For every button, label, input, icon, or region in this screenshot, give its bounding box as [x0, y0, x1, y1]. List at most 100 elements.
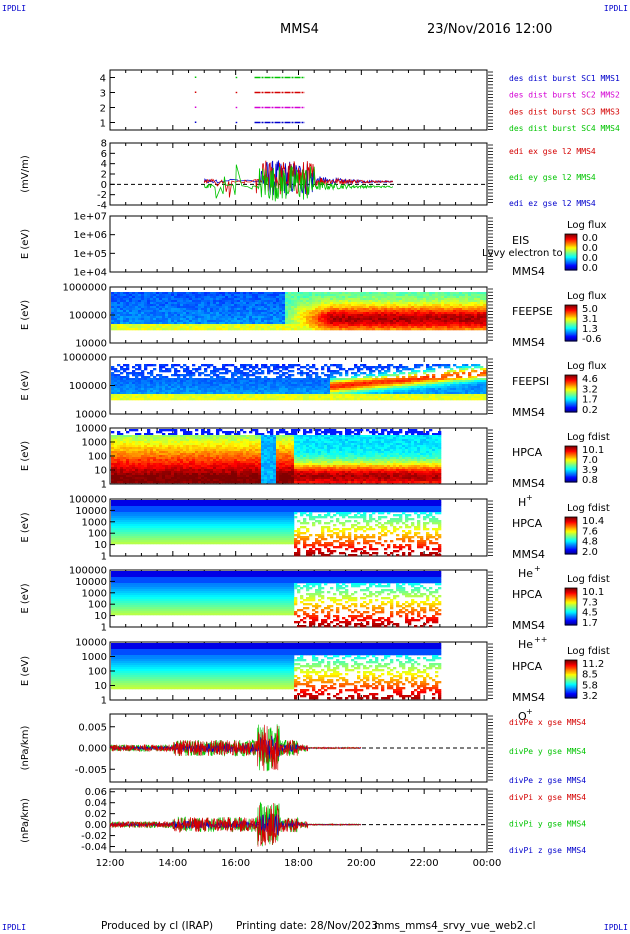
feepse-cell [246, 318, 250, 321]
feepse-cell [258, 308, 262, 311]
feepsi-cell [114, 388, 118, 391]
feepse-cell [189, 312, 193, 315]
feepse-cell [351, 314, 355, 317]
feepsi-cell [483, 392, 487, 395]
feepse-cell [363, 310, 367, 313]
feepsi-cell [189, 374, 193, 377]
feepse-cell [186, 302, 190, 305]
feepse-cell [291, 318, 295, 321]
feepsi-cell [330, 380, 334, 383]
feepsi-cell [291, 388, 295, 391]
feepse-cell [324, 322, 328, 325]
feepse-cell [423, 312, 427, 315]
feepsi-cell [231, 396, 235, 399]
feepse-cell [372, 304, 376, 307]
feepse-cell [411, 314, 415, 317]
feepse-cell [132, 298, 136, 301]
feepse-cell [402, 316, 406, 319]
feepse-cell [414, 310, 418, 313]
feepsi-cell [240, 376, 244, 379]
feepse-cell [441, 322, 445, 325]
feepse-cell [234, 306, 238, 309]
feepse-cell [246, 322, 250, 325]
feepsi-cell [348, 394, 352, 397]
feepse-colorbar-cell [565, 305, 577, 307]
feepse-cell [438, 324, 442, 327]
feepse-cell [429, 328, 433, 331]
feepsi-cell [363, 372, 367, 375]
feepse-cell [429, 304, 433, 307]
feepse-cell [180, 314, 184, 317]
feepsi-cell [384, 378, 388, 381]
feepse-cell [294, 300, 298, 303]
feepsi-cell [120, 396, 124, 399]
feepsi-cell [390, 364, 394, 367]
feepsi-cell [342, 386, 346, 389]
feepse-cell [225, 316, 229, 319]
feepse-cell [126, 306, 130, 309]
feepse-cell [426, 310, 430, 313]
feepse-cell [477, 328, 481, 331]
feepse-cell [375, 328, 379, 331]
feepsi-cell [267, 380, 271, 383]
feepse-cell [471, 322, 475, 325]
feepse-cell [429, 296, 433, 299]
feepse-cell [378, 300, 382, 303]
feepsi-cell [312, 386, 316, 389]
hpca_h-cell [111, 479, 115, 482]
feepsi-cell [357, 374, 361, 377]
feepse-cell [156, 300, 160, 303]
feepse-cell [282, 306, 286, 309]
feepse-cell [357, 312, 361, 315]
feepsi-cell [342, 382, 346, 385]
feepsi-cell [465, 368, 469, 371]
feepsi-cell [210, 364, 214, 367]
feepse-cell [375, 320, 379, 323]
feepse-cell [192, 306, 196, 309]
feepse-cell [255, 328, 259, 331]
feepsi-cell [228, 396, 232, 399]
feepse-cell [396, 294, 400, 297]
feepse-cell [336, 326, 340, 329]
feepsi-cell [309, 374, 313, 377]
feepsi-cell [240, 394, 244, 397]
feepse-cell [237, 316, 241, 319]
feepse-cell [159, 304, 163, 307]
feepse-cell [366, 316, 370, 319]
feepse-cell [351, 310, 355, 313]
feepsi-cell [480, 382, 484, 385]
feepse-cell [453, 312, 457, 315]
feepsi-cell [282, 378, 286, 381]
feepsi-cell [165, 384, 169, 387]
feepse-cell [261, 292, 265, 295]
feepse-cell [468, 314, 472, 317]
feepsi-cell [189, 380, 193, 383]
feepsi-cell [408, 392, 412, 395]
feepse-cell [273, 326, 277, 329]
feepsi-cell [225, 378, 229, 381]
feepsi-cell [339, 382, 343, 385]
feepse-cell [372, 318, 376, 321]
feepse-cell [411, 298, 415, 301]
feepse-cell [180, 312, 184, 315]
feepsi-cell [273, 382, 277, 385]
feepsi-cell [453, 386, 457, 389]
feepsi-colorbar-cell [565, 407, 577, 409]
feepse-cell [135, 298, 139, 301]
feepse-cell [453, 318, 457, 321]
feepsi-cell [306, 378, 310, 381]
feepsi-cell [216, 378, 220, 381]
feepsi-cell [345, 370, 349, 373]
feepse-cell [405, 320, 409, 323]
feepsi-cell [174, 384, 178, 387]
feepsi-cell [282, 394, 286, 397]
feepsi-cell [198, 378, 202, 381]
feepse-cell [180, 326, 184, 329]
feepse-cell [369, 308, 373, 311]
feepsi-cell [381, 374, 385, 377]
feepsi-cell [297, 394, 301, 397]
feepsi-cell [384, 388, 388, 391]
feepsi-cell [153, 382, 157, 385]
feepsi-cell [144, 368, 148, 371]
feepse-cell [300, 328, 304, 331]
